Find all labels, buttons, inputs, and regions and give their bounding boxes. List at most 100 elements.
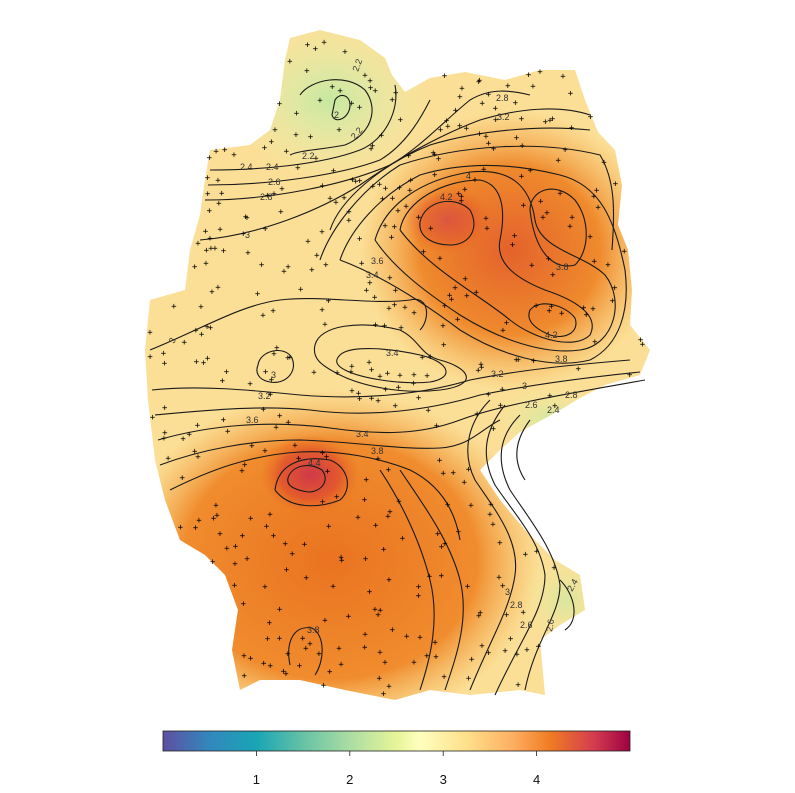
station-marker: + — [214, 511, 220, 521]
station-marker: + — [627, 371, 633, 381]
station-marker: + — [241, 651, 247, 661]
contour-label: 2 — [334, 110, 339, 120]
station-marker: + — [457, 93, 463, 103]
station-marker: + — [559, 309, 565, 319]
station-marker: + — [334, 368, 340, 378]
station-marker: + — [462, 185, 468, 195]
station-marker: + — [389, 96, 395, 106]
station-marker: + — [204, 322, 210, 332]
station-marker: + — [369, 394, 375, 404]
station-marker: + — [442, 301, 448, 311]
station-marker: + — [267, 510, 273, 520]
station-marker: + — [435, 530, 441, 540]
station-marker: + — [382, 658, 388, 668]
contour-label: 3.8 — [555, 354, 568, 364]
station-marker: + — [438, 125, 444, 135]
station-marker: + — [162, 359, 168, 369]
station-marker: + — [497, 538, 503, 548]
station-marker: + — [161, 349, 167, 359]
station-marker: + — [408, 176, 414, 186]
station-marker: + — [217, 530, 223, 540]
station-marker: + — [314, 251, 320, 261]
station-marker: + — [225, 427, 231, 437]
station-marker: + — [269, 376, 275, 386]
station-marker: + — [262, 144, 268, 154]
station-marker: + — [382, 321, 388, 331]
station-marker: + — [592, 338, 598, 348]
station-marker: + — [272, 126, 278, 136]
station-marker: + — [372, 293, 378, 303]
station-marker: + — [348, 368, 354, 378]
station-marker: + — [285, 649, 291, 659]
station-marker: + — [364, 286, 370, 296]
station-marker: + — [356, 389, 362, 399]
station-marker: + — [303, 573, 309, 583]
station-marker: + — [194, 358, 200, 368]
station-marker: + — [510, 240, 516, 250]
station-marker: + — [613, 179, 619, 189]
station-marker: + — [186, 430, 192, 440]
station-marker: + — [224, 544, 230, 554]
station-marker: + — [588, 113, 594, 123]
station-marker: + — [386, 466, 392, 476]
station-marker: + — [419, 353, 425, 363]
station-marker: + — [493, 116, 499, 126]
contour-3-east-a — [467, 399, 517, 691]
station-marker: + — [213, 501, 219, 511]
station-marker: + — [277, 634, 283, 644]
contour-3-6-south — [399, 469, 464, 691]
station-marker: + — [486, 139, 492, 149]
contour-label: 3.2 — [258, 391, 271, 401]
station-marker: + — [201, 359, 207, 369]
contour-label: 3 — [167, 336, 178, 345]
station-marker: + — [267, 618, 273, 628]
station-marker: + — [245, 248, 251, 258]
station-marker: + — [381, 690, 387, 700]
station-marker: + — [264, 522, 270, 532]
station-marker: + — [327, 668, 333, 678]
station-marker: + — [279, 185, 285, 195]
station-marker: + — [594, 186, 600, 196]
station-marker: + — [555, 156, 561, 166]
station-marker: + — [411, 658, 417, 668]
contour-3-4-mid — [313, 324, 467, 392]
station-marker: + — [392, 223, 398, 233]
station-marker: + — [216, 199, 222, 209]
station-marker: + — [411, 308, 417, 318]
station-marker: + — [285, 418, 291, 428]
station-marker: + — [179, 474, 185, 484]
station-marker: + — [162, 404, 168, 414]
station-marker: + — [421, 247, 427, 257]
station-marker: + — [165, 454, 171, 464]
contour-3-8-ne — [374, 170, 616, 352]
station-marker: + — [526, 71, 532, 81]
station-marker: + — [204, 246, 210, 256]
station-marker: + — [390, 194, 396, 204]
station-marker: + — [320, 498, 326, 508]
station-marker: + — [428, 224, 434, 234]
station-marker: + — [233, 542, 239, 552]
station-marker: + — [377, 180, 383, 190]
station-marker: + — [261, 659, 267, 669]
station-marker: + — [491, 145, 497, 155]
station-marker: + — [367, 77, 373, 87]
contour-3-4-ne — [319, 145, 615, 261]
station-marker: + — [222, 145, 228, 155]
station-marker: + — [569, 124, 575, 134]
station-marker: + — [171, 302, 177, 312]
station-marker: + — [383, 385, 389, 395]
station-marker: + — [519, 142, 525, 152]
station-marker: + — [536, 642, 542, 652]
station-marker: + — [232, 559, 238, 569]
station-marker: + — [362, 643, 368, 653]
station-marker: + — [207, 234, 213, 244]
contour-3-8-sw — [159, 419, 501, 466]
station-marker: + — [486, 649, 492, 659]
station-marker: + — [313, 44, 319, 54]
station-marker: + — [346, 216, 352, 226]
station-marker: + — [331, 166, 337, 176]
station-marker: + — [377, 648, 383, 658]
station-marker: + — [382, 222, 388, 232]
station-marker: + — [285, 353, 291, 363]
contour-label: 2.6 — [544, 618, 556, 632]
